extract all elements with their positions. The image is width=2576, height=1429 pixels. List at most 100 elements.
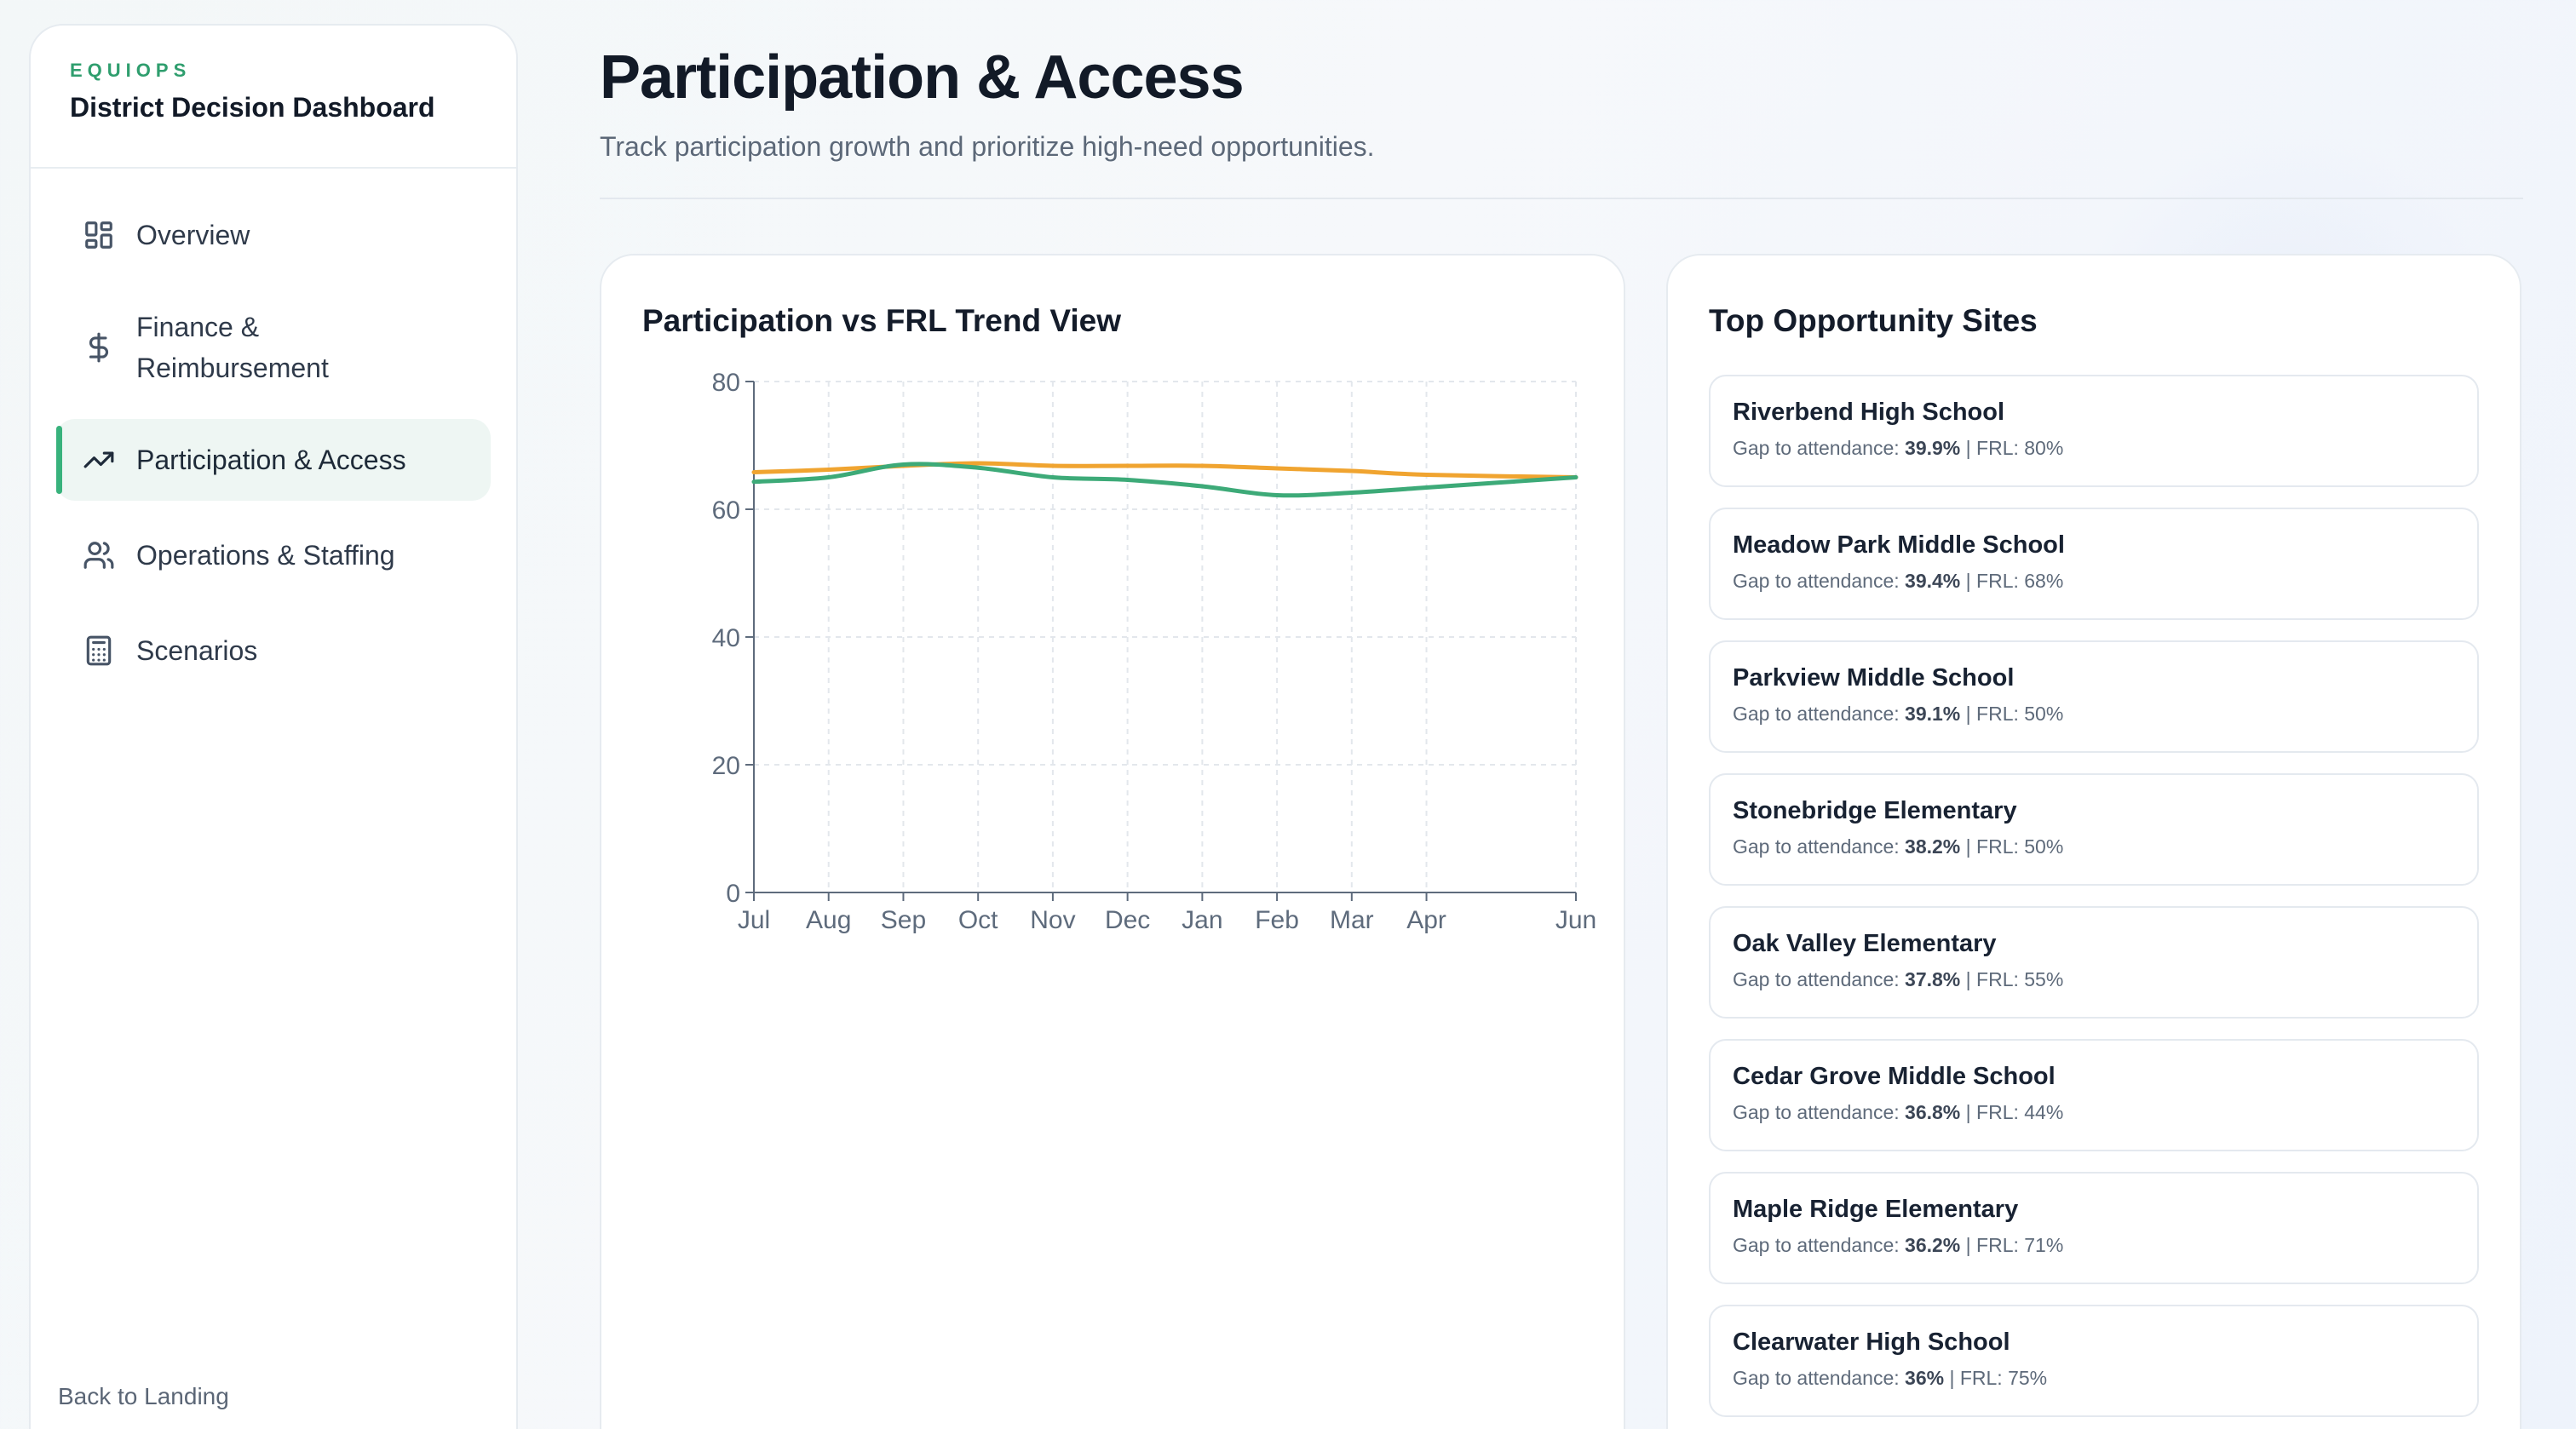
- x-tick-label: Aug: [806, 906, 851, 934]
- dollar-icon: [82, 330, 116, 364]
- gap-label: Gap to attendance:: [1733, 437, 1900, 459]
- site-item[interactable]: Riverbend High School Gap to attendance:…: [1709, 375, 2479, 487]
- site-item[interactable]: Meadow Park Middle School Gap to attenda…: [1709, 508, 2479, 620]
- sidebar-item-label: Overview: [136, 220, 250, 250]
- frl-label: FRL:: [1976, 1101, 2019, 1123]
- y-tick-label: 60: [712, 496, 740, 525]
- sidebar-item-label: Scenarios: [136, 635, 258, 666]
- x-tick-label: Mar: [1330, 906, 1374, 934]
- site-name: Oak Valley Elementary: [1733, 930, 1997, 957]
- frl-value: 44%: [2024, 1101, 2064, 1123]
- gap-value: 36.2%: [1905, 1234, 1961, 1256]
- frl-label: FRL:: [1976, 570, 2019, 592]
- trending-up-icon: [82, 443, 116, 477]
- x-tick-label: Dec: [1105, 906, 1150, 934]
- site-name: Stonebridge Elementary: [1733, 797, 2017, 824]
- x-tick-label: Apr: [1406, 906, 1446, 934]
- site-meta: Gap to attendance: 38.2% | FRL: 50%: [1733, 835, 2064, 858]
- frl-value: 50%: [2024, 703, 2064, 725]
- frl-label: FRL:: [1976, 835, 2019, 858]
- y-tick-label: 0: [726, 880, 740, 908]
- frl-label: FRL:: [1976, 968, 2019, 990]
- gap-value: 36%: [1905, 1367, 1945, 1389]
- gap-value: 36.8%: [1905, 1101, 1961, 1123]
- gap-label: Gap to attendance:: [1733, 1367, 1900, 1389]
- site-meta: Gap to attendance: 36.8% | FRL: 44%: [1733, 1101, 2064, 1123]
- chart-card: Participation vs FRL Trend View 0 20 40 60 8…: [600, 254, 1625, 1429]
- site-meta: Gap to attendance: 36.2% | FRL: 71%: [1733, 1234, 2064, 1256]
- x-tick-label: Jan: [1182, 906, 1222, 934]
- sidebar-item-label: Participation & Access: [136, 445, 406, 475]
- x-tick-label: Oct: [958, 906, 998, 934]
- sidebar-item-label: Finance & Reimbursement: [136, 312, 329, 383]
- frl-value: 71%: [2024, 1234, 2064, 1256]
- users-icon: [82, 538, 116, 572]
- site-name: Parkview Middle School: [1733, 664, 2015, 692]
- frl-value: 75%: [2008, 1367, 2048, 1389]
- x-tick-label: Nov: [1030, 906, 1075, 934]
- x-tick-label: Sep: [881, 906, 926, 934]
- y-tick-label: 20: [712, 752, 740, 780]
- site-item[interactable]: Stonebridge Elementary Gap to attendance…: [1709, 773, 2479, 886]
- sites-card: Top Opportunity Sites Riverbend High Sch…: [1666, 254, 2521, 1429]
- chart-title: Participation vs FRL Trend View: [642, 303, 1122, 338]
- sidebar-nav: Overview Finance & Reimbursement Partici…: [31, 169, 516, 692]
- site-meta: Gap to attendance: 39.4% | FRL: 68%: [1733, 570, 2064, 592]
- frl-label: FRL:: [1976, 1234, 2019, 1256]
- brand-kicker: EQUIOPS: [70, 60, 192, 81]
- site-meta: Gap to attendance: 39.9% | FRL: 80%: [1733, 437, 2064, 459]
- site-item[interactable]: Clearwater High School Gap to attendance…: [1709, 1305, 2479, 1417]
- frl-value: 55%: [2024, 968, 2064, 990]
- layout-grid-icon: [82, 218, 116, 252]
- x-tick-label: Jul: [738, 906, 770, 934]
- gap-value: 39.1%: [1905, 703, 1961, 725]
- trend-chart: 0 20 40 60 80 Jul Aug Sep Oct Nov Dec Jan Feb Mar Apr J…: [712, 369, 1597, 934]
- sidebar-item-label: Operations & Staffing: [136, 540, 395, 571]
- site-meta: Gap to attendance: 36% | FRL: 75%: [1733, 1367, 2048, 1389]
- page-title: Participation & Access: [600, 43, 1245, 112]
- site-list: Riverbend High School Gap to attendance:…: [1709, 375, 2479, 1429]
- gap-value: 39.4%: [1905, 570, 1961, 592]
- y-tick-label: 80: [712, 369, 740, 397]
- frl-value: 68%: [2024, 570, 2064, 592]
- site-name: Riverbend High School: [1733, 399, 2005, 426]
- calculator-icon: [82, 634, 116, 668]
- gap-label: Gap to attendance:: [1733, 968, 1900, 990]
- brand-title: District Decision Dashboard: [70, 92, 435, 123]
- sidebar-item-participation[interactable]: Participation & Access: [56, 419, 491, 501]
- sidebar-item-operations[interactable]: Operations & Staffing: [56, 514, 491, 596]
- gap-label: Gap to attendance:: [1733, 1234, 1900, 1256]
- series-line-participation: [751, 462, 1578, 498]
- gap-label: Gap to attendance:: [1733, 570, 1900, 592]
- sidebar-item-overview[interactable]: Overview: [56, 194, 491, 276]
- sidebar-item-finance[interactable]: Finance & Reimbursement: [56, 290, 491, 405]
- x-tick-label: Jun: [1555, 906, 1596, 934]
- site-item[interactable]: Oak Valley Elementary Gap to attendance:…: [1709, 906, 2479, 1019]
- site-item[interactable]: Cedar Grove Middle School Gap to attenda…: [1709, 1039, 2479, 1151]
- sidebar-item-scenarios[interactable]: Scenarios: [56, 610, 491, 692]
- page-subtitle: Track participation growth and prioritiz…: [600, 131, 1375, 162]
- frl-value: 80%: [2024, 437, 2064, 459]
- gap-label: Gap to attendance:: [1733, 1101, 1900, 1123]
- sites-title: Top Opportunity Sites: [1709, 303, 2038, 338]
- gap-label: Gap to attendance:: [1733, 835, 1900, 858]
- site-name: Cedar Grove Middle School: [1733, 1063, 2056, 1090]
- frl-label: FRL:: [1959, 1367, 2003, 1389]
- x-tick-label: Feb: [1255, 906, 1299, 934]
- page-header: Participation & Access Track participati…: [600, 43, 2523, 163]
- frl-value: 50%: [2024, 835, 2064, 858]
- gap-value: 37.8%: [1905, 968, 1961, 990]
- site-meta: Gap to attendance: 37.8% | FRL: 55%: [1733, 968, 2064, 990]
- site-name: Clearwater High School: [1733, 1329, 2010, 1356]
- site-meta: Gap to attendance: 39.1% | FRL: 50%: [1733, 703, 2064, 725]
- site-name: Meadow Park Middle School: [1733, 531, 2065, 559]
- site-name: Maple Ridge Elementary: [1733, 1196, 2019, 1223]
- site-item[interactable]: Parkview Middle School Gap to attendance…: [1709, 640, 2479, 753]
- gap-label: Gap to attendance:: [1733, 703, 1900, 725]
- header-divider: [600, 198, 2523, 199]
- sidebar: EQUIOPS District Decision Dashboard Over…: [29, 24, 518, 1429]
- site-item[interactable]: Maple Ridge Elementary Gap to attendance…: [1709, 1172, 2479, 1284]
- brand: EQUIOPS District Decision Dashboard: [31, 26, 516, 169]
- back-to-landing-link[interactable]: Back to Landing: [58, 1383, 229, 1409]
- gap-value: 39.9%: [1905, 437, 1961, 459]
